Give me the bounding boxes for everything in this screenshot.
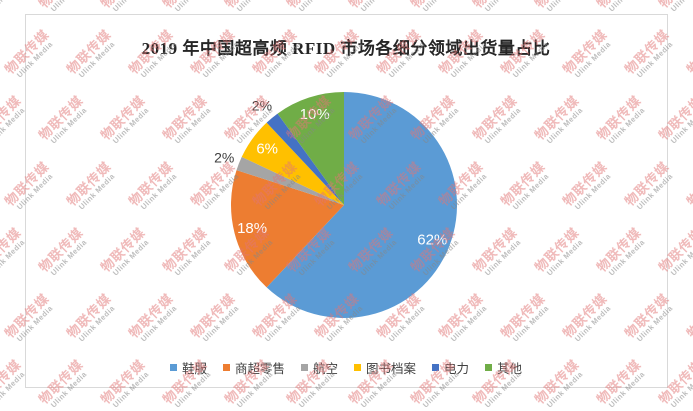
pie-slice (231, 170, 344, 288)
legend-swatch-icon (222, 364, 230, 371)
legend-swatch-icon (354, 364, 361, 371)
legend-label: 鞋服 (181, 362, 207, 376)
legend-label: 电力 (444, 362, 470, 376)
pie-data-label: 18% (237, 220, 267, 237)
legend-swatch-icon (300, 364, 308, 371)
pie-data-label: 2% (252, 98, 272, 114)
legend-item: 图书档案 (354, 358, 416, 377)
legend-label: 航空 (312, 362, 338, 376)
pie-slice (277, 92, 344, 205)
chart-title: 2019 年中国超高频 RFID 市场各细分领域出货量占比 (141, 39, 551, 58)
legend-label: 其他 (497, 362, 523, 376)
legend-item: 鞋服 (169, 358, 207, 377)
pie-slice (236, 156, 344, 205)
pie-slice (241, 122, 344, 205)
pie-data-label: 10% (300, 106, 330, 123)
chart-frame (25, 14, 668, 388)
legend: 鞋服 商超零售 航空 图书档案 电力 其他 (25, 358, 667, 377)
pie-data-label: 2% (214, 150, 234, 166)
pie-data-label: 6% (256, 141, 278, 158)
pie-slice (266, 113, 344, 205)
legend-swatch-icon (485, 364, 493, 371)
pie-slice (266, 92, 458, 318)
legend-item: 商超零售 (222, 358, 285, 377)
legend-label: 商超零售 (234, 362, 285, 376)
legend-swatch-icon (169, 364, 177, 371)
legend-item: 电力 (432, 358, 469, 377)
legend-label: 图书档案 (366, 362, 417, 376)
pie-data-label: 62% (417, 231, 447, 248)
legend-item: 其他 (485, 358, 522, 377)
legend-swatch-icon (432, 364, 440, 371)
legend-item: 航空 (300, 358, 338, 377)
